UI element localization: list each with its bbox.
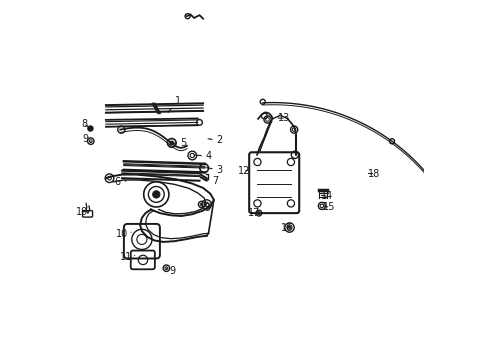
Text: 9: 9 <box>166 266 175 276</box>
Text: 2: 2 <box>208 135 222 145</box>
Text: 17: 17 <box>247 208 260 219</box>
Text: 8: 8 <box>81 119 89 129</box>
Text: 18: 18 <box>367 168 380 179</box>
Text: 9: 9 <box>201 203 210 213</box>
Text: 6: 6 <box>115 177 126 187</box>
Text: 7: 7 <box>204 176 218 186</box>
Text: 15: 15 <box>322 202 335 212</box>
Text: 13: 13 <box>277 113 290 123</box>
Text: 3: 3 <box>206 165 222 175</box>
Text: 12: 12 <box>238 166 250 176</box>
Text: 1: 1 <box>168 96 181 112</box>
Text: 9: 9 <box>82 134 91 144</box>
Circle shape <box>288 226 290 229</box>
Text: 4: 4 <box>193 151 211 161</box>
Text: 10: 10 <box>116 229 131 239</box>
Text: 19: 19 <box>76 207 88 217</box>
Circle shape <box>88 126 93 131</box>
Text: 11: 11 <box>120 252 134 262</box>
Circle shape <box>170 141 173 145</box>
Circle shape <box>152 191 160 198</box>
Text: 14: 14 <box>321 191 333 201</box>
Text: 5: 5 <box>172 138 186 148</box>
Text: 16: 16 <box>280 222 292 233</box>
